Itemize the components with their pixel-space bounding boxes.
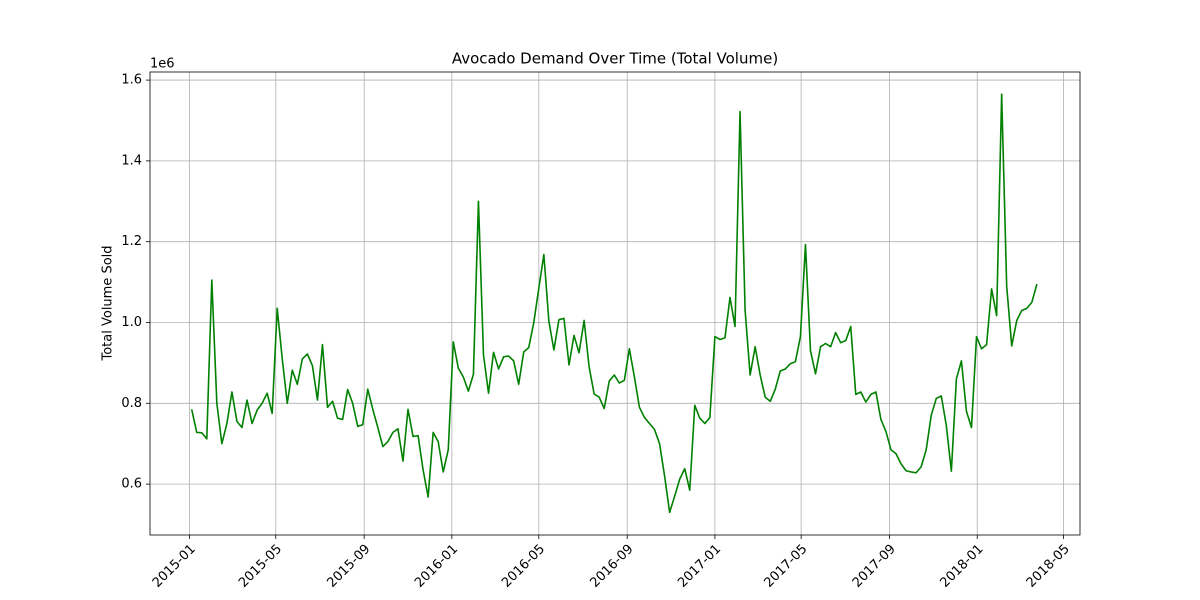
x-tick-label: 2015-09: [324, 542, 373, 591]
y-offset-label: 1e6: [150, 57, 175, 72]
y-tick-label: 1.0: [121, 315, 142, 330]
x-tick-label: 2018-05: [1024, 542, 1073, 591]
x-tick-label: 2016-01: [412, 542, 461, 591]
x-tick-label: 2016-05: [499, 542, 548, 591]
y-tick-label: 1.6: [121, 73, 142, 88]
x-tick-label: 2018-01: [938, 542, 987, 591]
y-axis-label: Total Volume Sold: [101, 245, 116, 361]
x-tick-label: 2017-01: [675, 542, 724, 591]
x-tick-label: 2017-05: [761, 542, 810, 591]
x-tick-label: 2015-05: [236, 542, 285, 591]
chart-title: Avocado Demand Over Time (Total Volume): [452, 50, 778, 68]
y-tick-label: 1.4: [121, 153, 142, 168]
plot-frame: [149, 71, 1081, 536]
y-tick-label: 0.8: [121, 396, 142, 411]
x-tick-label: 2017-09: [850, 542, 899, 591]
y-tick-label: 0.6: [121, 477, 142, 492]
data-line: [190, 93, 1038, 514]
x-tick-label: 2015-01: [150, 542, 199, 591]
y-tick-label: 1.2: [121, 234, 142, 249]
x-tick-label: 2016-09: [587, 542, 636, 591]
